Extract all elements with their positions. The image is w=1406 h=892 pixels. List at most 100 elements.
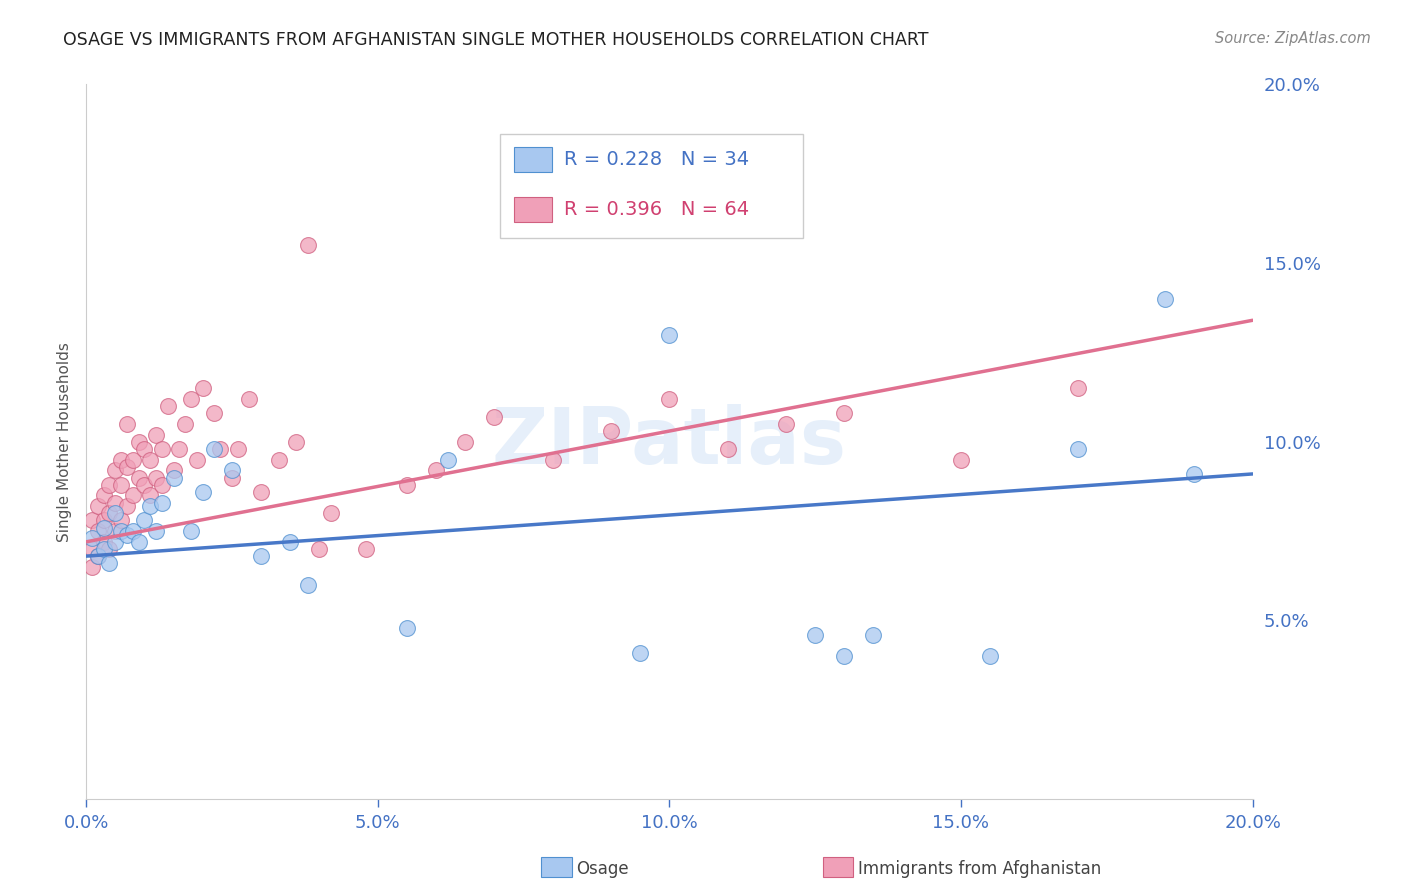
FancyBboxPatch shape [501, 135, 803, 238]
Point [80, 513, 103, 527]
Point [1182, 467, 1205, 481]
Point [104, 524, 127, 538]
Text: ZIPatlas: ZIPatlas [492, 404, 846, 480]
Point [202, 442, 225, 456]
Point [297, 578, 319, 592]
Point [834, 406, 856, 420]
Point [150, 495, 173, 509]
Point [319, 506, 342, 520]
Point [80, 541, 103, 556]
Point [1154, 292, 1177, 306]
Point [115, 499, 138, 513]
Point [717, 442, 740, 456]
Point [98, 506, 121, 520]
Point [658, 327, 681, 342]
Point [139, 499, 162, 513]
Point [174, 417, 197, 431]
Point [308, 541, 330, 556]
Point [98, 477, 121, 491]
Point [436, 452, 458, 467]
Point [115, 417, 138, 431]
Point [1066, 442, 1088, 456]
Point [134, 442, 156, 456]
Point [80, 531, 103, 545]
Point [115, 527, 138, 541]
FancyBboxPatch shape [515, 146, 551, 172]
Point [775, 417, 797, 431]
FancyBboxPatch shape [515, 196, 551, 222]
Point [145, 470, 167, 484]
Text: R = 0.228   N = 34: R = 0.228 N = 34 [564, 150, 749, 169]
Point [110, 524, 132, 538]
Point [186, 452, 208, 467]
Point [128, 470, 150, 484]
Point [250, 484, 273, 499]
Point [115, 459, 138, 474]
Text: Immigrants from Afghanistan: Immigrants from Afghanistan [858, 860, 1101, 878]
Point [145, 427, 167, 442]
Point [250, 549, 273, 563]
Point [121, 488, 143, 502]
Point [221, 463, 243, 477]
Point [658, 392, 681, 406]
Point [180, 392, 202, 406]
Point [180, 524, 202, 538]
Point [169, 442, 191, 456]
Point [834, 649, 856, 664]
Point [110, 513, 132, 527]
Point [93, 520, 115, 534]
Point [104, 463, 127, 477]
Text: OSAGE VS IMMIGRANTS FROM AFGHANISTAN SINGLE MOTHER HOUSEHOLDS CORRELATION CHART: OSAGE VS IMMIGRANTS FROM AFGHANISTAN SIN… [63, 31, 929, 49]
Text: R = 0.396   N = 64: R = 0.396 N = 64 [564, 200, 749, 219]
Point [804, 628, 827, 642]
Point [162, 470, 184, 484]
Point [285, 434, 308, 449]
Point [221, 470, 243, 484]
Point [93, 541, 115, 556]
Point [156, 399, 179, 413]
Point [202, 406, 225, 420]
Point [949, 452, 972, 467]
Point [98, 556, 121, 570]
Point [162, 463, 184, 477]
Point [425, 463, 447, 477]
Point [354, 541, 377, 556]
Point [238, 392, 260, 406]
Point [979, 649, 1001, 664]
Point [191, 484, 214, 499]
Point [139, 452, 162, 467]
Y-axis label: Single Mother Households: Single Mother Households [58, 342, 72, 541]
Point [87, 549, 110, 563]
Point [628, 646, 651, 660]
Point [209, 442, 232, 456]
Point [134, 513, 156, 527]
Point [278, 534, 301, 549]
Point [87, 549, 110, 563]
Point [395, 621, 418, 635]
Point [600, 424, 623, 438]
Point [191, 381, 214, 395]
Point [145, 524, 167, 538]
Point [93, 534, 115, 549]
Point [104, 495, 127, 509]
Point [128, 534, 150, 549]
Point [128, 434, 150, 449]
Point [862, 628, 884, 642]
Point [93, 488, 115, 502]
Point [121, 452, 143, 467]
Point [226, 442, 249, 456]
Point [150, 442, 173, 456]
Point [104, 534, 127, 549]
Point [104, 506, 127, 520]
Point [80, 559, 103, 574]
Text: Source: ZipAtlas.com: Source: ZipAtlas.com [1215, 31, 1371, 46]
Point [134, 477, 156, 491]
Point [121, 524, 143, 538]
Point [150, 477, 173, 491]
Point [139, 488, 162, 502]
Point [541, 452, 564, 467]
Point [93, 513, 115, 527]
Point [484, 409, 506, 424]
Point [110, 477, 132, 491]
Point [87, 499, 110, 513]
